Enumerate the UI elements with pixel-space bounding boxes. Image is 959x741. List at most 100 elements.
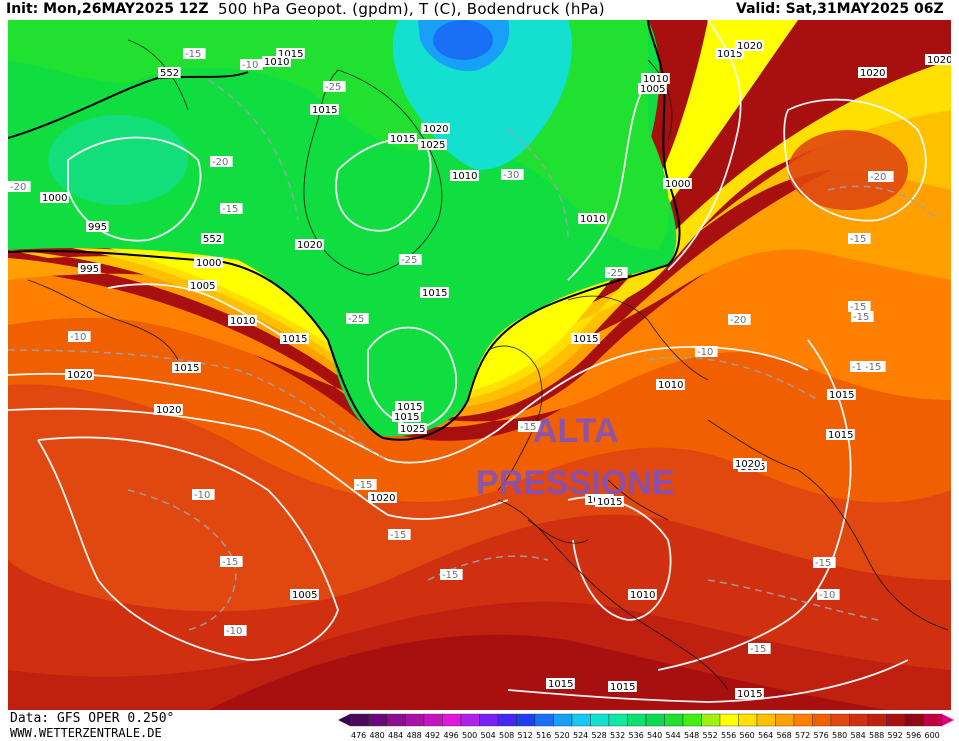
colorbar-swatch bbox=[590, 713, 610, 727]
svg-text:1010: 1010 bbox=[580, 214, 605, 225]
colorbar-tick-label: 540 bbox=[647, 731, 662, 740]
colorbar-swatch bbox=[349, 713, 369, 727]
colorbar-swatch bbox=[830, 713, 850, 727]
colorbar-tick-label: 480 bbox=[370, 731, 385, 740]
pressure-label: 1015 bbox=[571, 333, 600, 345]
pressure-label: 1020 bbox=[368, 492, 397, 504]
colorbar-swatch bbox=[793, 713, 813, 727]
colorbar-tick-label: 556 bbox=[721, 731, 736, 740]
svg-text:552: 552 bbox=[160, 68, 179, 79]
map-footer: Data: GFS OPER 0.250° WWW.WETTERZENTRALE… bbox=[0, 710, 959, 741]
temperature-label: -25 bbox=[399, 254, 422, 266]
colorbar-tick-label: 552 bbox=[703, 731, 718, 740]
colorbar-swatch bbox=[886, 713, 906, 727]
svg-text:1005: 1005 bbox=[292, 590, 317, 601]
init-time: Init: Mon,26MAY2025 12Z bbox=[6, 1, 209, 17]
colorbar-swatch bbox=[497, 713, 517, 727]
pressure-label: 1010 bbox=[228, 315, 257, 327]
temperature-label: -15 bbox=[183, 48, 206, 60]
weather-map[interactable]: 1015 1010 1015 1015 1010 1005 1020 1015 1025 1020… bbox=[8, 20, 951, 710]
colorbar-tick-label: 476 bbox=[351, 731, 366, 740]
colorbar-swatch bbox=[664, 713, 684, 727]
colorbar-tick-label: 596 bbox=[906, 731, 921, 740]
temperature-label: -25 bbox=[323, 81, 346, 93]
colorbar-swatch bbox=[442, 713, 462, 727]
svg-text:1015: 1015 bbox=[397, 402, 422, 413]
pressure-label: 995 bbox=[86, 221, 109, 233]
svg-text:-10: -10 bbox=[242, 60, 258, 71]
svg-text:1025: 1025 bbox=[400, 424, 425, 435]
colorbar-tick-label: 576 bbox=[814, 731, 829, 740]
pressure-label: 1020 bbox=[295, 239, 324, 251]
map-canvas: 1015101010151015101010051020101510251020… bbox=[8, 20, 951, 710]
temperature-label: -10 bbox=[68, 331, 91, 343]
site-url[interactable]: WWW.WETTERZENTRALE.DE bbox=[10, 726, 162, 740]
colorbar-swatch bbox=[756, 713, 776, 727]
temperature-label: -15 bbox=[813, 557, 836, 569]
svg-text:-15: -15 bbox=[520, 422, 536, 433]
colorbar-tick-label: 572 bbox=[795, 731, 810, 740]
colorbar-tick-label: 600 bbox=[925, 731, 940, 740]
temperature-label: -25 bbox=[346, 313, 369, 325]
pressure-label: 1015 bbox=[276, 48, 305, 60]
temperature-label: -15 bbox=[850, 361, 873, 373]
temperature-label: -15 bbox=[220, 203, 243, 215]
colorbar-swatch bbox=[701, 713, 721, 727]
svg-text:-15: -15 bbox=[442, 570, 458, 581]
svg-text:1010: 1010 bbox=[452, 171, 477, 182]
colorbar-swatch bbox=[719, 713, 739, 727]
colorbar-swatch bbox=[849, 713, 869, 727]
colorbar-tick-label: 492 bbox=[425, 731, 440, 740]
colorbar-tick-label: 524 bbox=[573, 731, 588, 740]
colorbar-tick-label: 580 bbox=[832, 731, 847, 740]
pressure-label: 1015 bbox=[715, 48, 744, 60]
overlay-pressione: PRESSIONE bbox=[476, 464, 675, 502]
svg-text:-15: -15 bbox=[356, 480, 372, 491]
svg-text:-20: -20 bbox=[730, 315, 746, 326]
svg-text:-15: -15 bbox=[390, 530, 406, 541]
svg-text:1020: 1020 bbox=[927, 55, 951, 66]
colorbar-swatch bbox=[423, 713, 443, 727]
svg-text:1015: 1015 bbox=[282, 334, 307, 345]
svg-text:-25: -25 bbox=[325, 82, 341, 93]
pressure-label: 1020 bbox=[735, 40, 764, 52]
svg-text:1015: 1015 bbox=[717, 49, 742, 60]
svg-text:1015: 1015 bbox=[610, 682, 635, 693]
svg-text:1020: 1020 bbox=[423, 124, 448, 135]
colorbar-swatch bbox=[904, 713, 924, 727]
colorbar-swatch bbox=[775, 713, 795, 727]
svg-text:1000: 1000 bbox=[665, 179, 690, 190]
svg-text:1020: 1020 bbox=[67, 370, 92, 381]
pressure-label: 1020 bbox=[65, 369, 94, 381]
temperature-label: -30 bbox=[501, 169, 524, 181]
svg-text:-15: -15 bbox=[815, 558, 831, 569]
pressure-label: 1010 bbox=[641, 73, 670, 85]
colorbar-right-arrow bbox=[942, 714, 954, 726]
svg-text:1000: 1000 bbox=[42, 193, 67, 204]
svg-text:-15: -15 bbox=[865, 362, 881, 373]
isohypse-552 bbox=[8, 20, 681, 441]
svg-text:1020: 1020 bbox=[297, 240, 322, 251]
svg-text:-15: -15 bbox=[850, 302, 866, 313]
svg-text:1010: 1010 bbox=[643, 74, 668, 85]
pressure-label: 1020 bbox=[858, 67, 887, 79]
temperature-label: -20 bbox=[868, 171, 891, 183]
colorbar-swatch bbox=[645, 713, 665, 727]
svg-text:1015: 1015 bbox=[394, 412, 419, 423]
temperature-label: -15 bbox=[388, 529, 411, 541]
colorbar-tick-label: 528 bbox=[592, 731, 607, 740]
svg-text:1015: 1015 bbox=[573, 334, 598, 345]
svg-text:1010: 1010 bbox=[630, 590, 655, 601]
field-blue-core bbox=[433, 20, 493, 60]
svg-text:995: 995 bbox=[80, 264, 99, 275]
svg-text:1010: 1010 bbox=[230, 316, 255, 327]
colorbar-swatch bbox=[812, 713, 832, 727]
svg-text:1015: 1015 bbox=[174, 363, 199, 374]
pressure-label: 1015 bbox=[310, 104, 339, 116]
pressure-label: 1020 bbox=[733, 458, 762, 470]
svg-text:1020: 1020 bbox=[370, 493, 395, 504]
colorbar-tick-label: 544 bbox=[666, 731, 681, 740]
colorbar-tick-label: 536 bbox=[629, 731, 644, 740]
temperature-label: -10 bbox=[240, 59, 263, 71]
data-source: Data: GFS OPER 0.250° bbox=[10, 711, 175, 726]
